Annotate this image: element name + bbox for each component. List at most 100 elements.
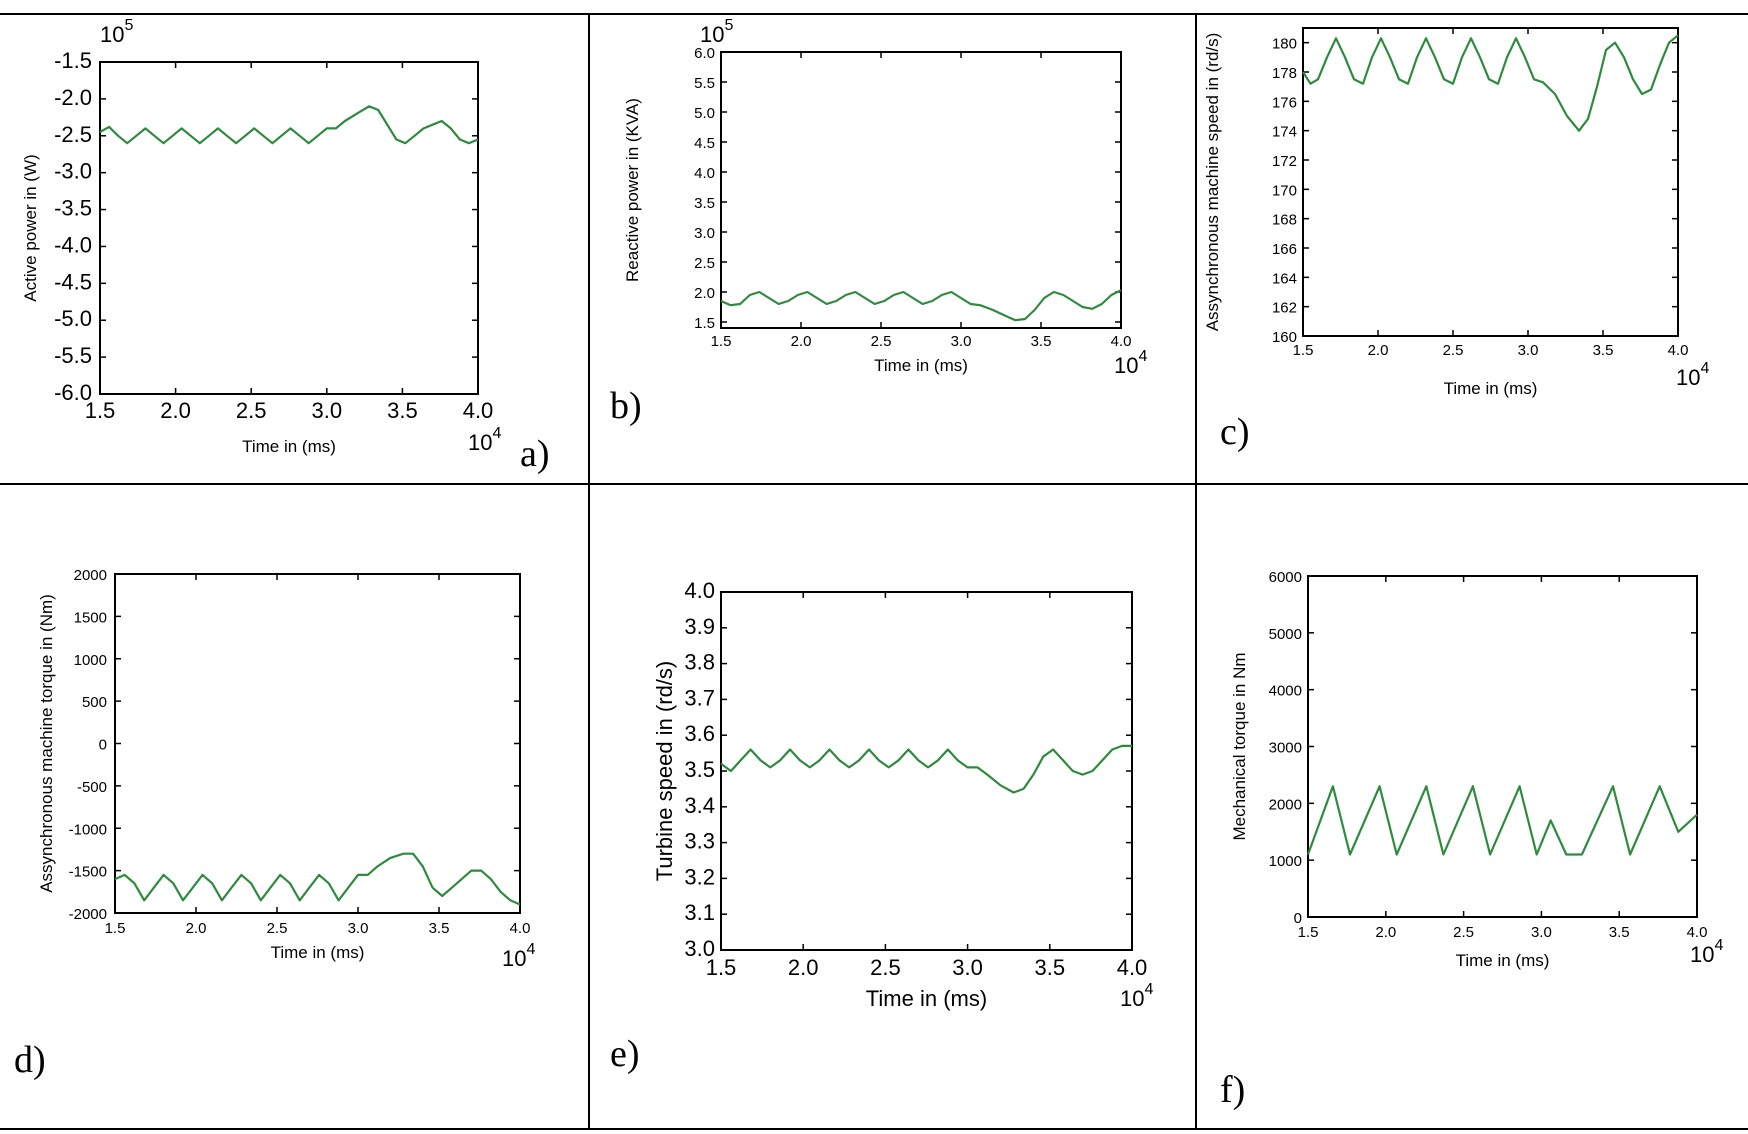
y-axis-label: Reactive power in (KVA) [623, 98, 642, 282]
y-tick-label: 1500 [74, 609, 107, 626]
x-multiplier: 104 [1114, 348, 1147, 378]
x-axis-label: Time in (ms) [1456, 951, 1550, 970]
x-tick-label: 1.5 [706, 955, 737, 980]
y-tick-label: 3.0 [694, 225, 715, 242]
panel-letter: c) [1220, 411, 1250, 453]
y-tick-label: -1000 [69, 821, 107, 838]
y-tick-label: 0 [99, 737, 107, 754]
y-tick-label: 174 [1272, 124, 1297, 141]
y-tick-label: -1.5 [54, 48, 92, 73]
y-tick-label: 3.2 [684, 864, 715, 889]
x-tick-label: 2.5 [267, 920, 288, 937]
x-tick-label: 2.5 [1443, 342, 1464, 359]
panels: 1.5 2.0 2.5 3.0 3.5 4.0 -1.5 -2.0 -2.5 -3.0 -3.5 -4… [14, 17, 1723, 1111]
chart-panel-5: 1.5 2.0 2.5 3.0 3.5 4.0 4.0 3.9 3.8 3.7 3.6 3.5 3.4 3… [610, 578, 1153, 1075]
y-tick-label: 180 [1272, 36, 1297, 53]
y-tick-label: 2.0 [694, 285, 715, 302]
chart-panel-1: 1.5 2.0 2.5 3.0 3.5 4.0 -1.5 -2.0 -2.5 -3.0 -3.5 -4… [21, 17, 550, 475]
y-tick-label: 4.0 [684, 578, 715, 603]
x-axis-label: Time in (ms) [271, 943, 365, 962]
series-line-1 [1306, 785, 1698, 856]
y-tick-label: 6000 [1269, 569, 1302, 586]
y-tick-label: -1500 [69, 864, 107, 881]
x-tick-label: 4.0 [1111, 333, 1132, 350]
plot-frame [1302, 27, 1679, 337]
x-tick-label: 1.5 [85, 398, 116, 423]
y-tick-label: -5.0 [54, 306, 92, 331]
plot-frame [114, 573, 521, 914]
y-tick-label: 1.5 [694, 315, 715, 332]
y-multiplier: 105 [100, 17, 133, 47]
grid-lines [0, 13, 1748, 1130]
panel-letter: a) [520, 433, 550, 475]
panel-letter: b) [610, 385, 642, 427]
y-tick-label: -6.0 [54, 380, 92, 405]
series-line-1 [114, 852, 521, 906]
x-tick-label: 3.5 [387, 398, 418, 423]
y-tick-label: -3.0 [54, 159, 92, 184]
x-multiplier: 104 [1120, 981, 1153, 1011]
x-tick-label: 2.0 [186, 920, 207, 937]
y-tick-label: 5.0 [694, 105, 715, 122]
y-tick-label: 172 [1272, 153, 1297, 170]
y-tick-label: 170 [1272, 182, 1297, 199]
x-tick-label: 2.0 [1368, 342, 1389, 359]
x-tick-label: 2.0 [160, 398, 191, 423]
y-tick-label: -4.5 [54, 269, 92, 294]
y-tick-label: 500 [82, 694, 107, 711]
panel-letter: d) [14, 1039, 46, 1081]
series-line-1 [720, 744, 1132, 794]
x-multiplier: 104 [502, 941, 535, 971]
y-tick-label: 160 [1272, 329, 1297, 346]
plot-frame [720, 51, 1122, 329]
y-tick-label: 162 [1272, 300, 1297, 317]
x-tick-label: 3.5 [1593, 342, 1614, 359]
panel-letter: e) [610, 1033, 640, 1075]
chart-panel-4: 1.5 2.0 2.5 3.0 3.5 4.0 2000 1500 1000 500 0 -500 -1… [14, 567, 535, 1081]
panel-letter: f) [1220, 1069, 1245, 1111]
y-tick-label: -2000 [69, 906, 107, 923]
plot-frame [99, 61, 479, 395]
y-tick-label: -5.5 [54, 343, 92, 368]
y-tick-label: -4.0 [54, 232, 92, 257]
plot-frame [1307, 575, 1698, 918]
y-tick-label: 4000 [1269, 683, 1302, 700]
y-tick-label: 3.8 [684, 650, 715, 675]
chart-panel-2: 1.5 2.0 2.5 3.0 3.5 4.0 6.0 5.5 5.0 4.5 4.0 3.5 3.0 2… [610, 17, 1147, 427]
x-tick-label: 1.5 [1298, 924, 1319, 941]
y-tick-label: 3.5 [694, 195, 715, 212]
x-tick-label: 3.5 [429, 920, 450, 937]
x-tick-label: 1.5 [105, 920, 126, 937]
x-tick-label: 4.0 [510, 920, 531, 937]
x-tick-label: 2.5 [1453, 924, 1474, 941]
y-tick-label: 4.5 [694, 135, 715, 152]
x-tick-label: 3.0 [1518, 342, 1539, 359]
x-multiplier: 104 [468, 425, 501, 455]
x-tick-label: 2.5 [871, 333, 892, 350]
x-axis-label: Time in (ms) [242, 437, 336, 456]
y-tick-label: 3.9 [684, 614, 715, 639]
series-line-1 [99, 105, 479, 145]
x-tick-label: 4.0 [1117, 955, 1148, 980]
y-tick-label: 178 [1272, 65, 1297, 82]
x-axis-label: Time in (ms) [866, 986, 987, 1011]
y-tick-label: 5000 [1269, 626, 1302, 643]
x-multiplier: 104 [1690, 937, 1723, 967]
plot-frame [720, 591, 1133, 951]
y-tick-label: 2.5 [694, 255, 715, 272]
y-axis-label: Assynchronous machine torque in (Nm) [37, 594, 56, 893]
x-tick-label: 4.0 [463, 398, 494, 423]
x-axis-label: Time in (ms) [1444, 379, 1538, 398]
x-multiplier: 104 [1676, 360, 1709, 390]
chart-panel-3: 1.5 2.0 2.5 3.0 3.5 4.0 180 178 176 174 172 170 168 1… [1203, 27, 1709, 453]
x-tick-label: 2.5 [870, 955, 901, 980]
y-tick-label: -500 [77, 779, 107, 796]
y-tick-label: 5.5 [694, 75, 715, 92]
y-tick-label: 164 [1272, 270, 1297, 287]
y-tick-label: 176 [1272, 94, 1297, 111]
series-line-1 [1302, 34, 1679, 132]
y-axis-label: Mechanical torque in Nm [1230, 652, 1249, 840]
y-axis-label: Active power in (W) [21, 154, 40, 301]
y-tick-label: 0 [1294, 910, 1302, 927]
